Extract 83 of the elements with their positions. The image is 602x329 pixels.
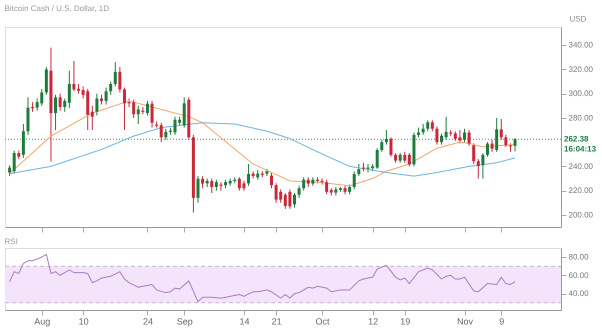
candlestick xyxy=(486,142,489,158)
y-tick-label: 40.00 xyxy=(568,289,590,298)
candlestick xyxy=(352,170,356,190)
candlestick xyxy=(298,185,301,198)
y-tick-label: 320.00 xyxy=(568,64,594,74)
y-tick-label: 220.00 xyxy=(568,186,594,196)
y-tick-label: 240.00 xyxy=(568,162,594,171)
x-tick-label: 14 xyxy=(239,316,250,326)
line-series xyxy=(9,100,516,186)
candlestick xyxy=(422,123,425,136)
candlestick xyxy=(398,152,402,164)
candlestick xyxy=(114,62,117,87)
candlestick xyxy=(68,70,71,109)
candlestick xyxy=(104,87,108,106)
candlestick xyxy=(325,179,328,195)
candlestick xyxy=(36,98,39,112)
candlestick xyxy=(150,100,154,128)
candlestick xyxy=(417,127,420,138)
candlestick xyxy=(306,176,310,188)
candlestick xyxy=(288,188,292,210)
y-tick-label: 80.00 xyxy=(568,252,590,262)
x-tick-label: Aug xyxy=(34,316,50,326)
x-tick-label: 19 xyxy=(400,316,410,326)
x-tick-label: Oct xyxy=(316,316,330,326)
x-tick-label: 21 xyxy=(272,316,282,326)
chart-title: RSI xyxy=(4,237,18,246)
y-axis-title: USD xyxy=(570,14,587,24)
candlestick xyxy=(274,182,278,204)
x-tick-label: 9 xyxy=(499,316,504,326)
candlestick xyxy=(146,100,149,116)
y-tick-label: 60.00 xyxy=(568,270,590,280)
candlestick xyxy=(118,66,122,93)
x-tick-label: 24 xyxy=(142,316,153,326)
candlestick xyxy=(26,96,30,136)
candlestick xyxy=(389,136,392,158)
candlestick xyxy=(214,179,218,192)
x-tick-label: Nov xyxy=(456,316,474,326)
candlestick xyxy=(63,98,66,112)
candlestick xyxy=(408,152,411,167)
candlestick xyxy=(242,180,246,192)
line-series xyxy=(9,254,516,302)
text: 16:04:13 xyxy=(564,144,597,154)
y-tick-label: 300.00 xyxy=(568,89,594,98)
candlestick xyxy=(476,158,480,180)
chart-title: Bitcoin Cash / U.S. Dollar, 1D xyxy=(4,4,110,13)
candlestick xyxy=(100,94,103,106)
candlestick xyxy=(458,130,462,144)
candlestick xyxy=(435,126,438,146)
candlestick xyxy=(430,120,434,132)
candlestick xyxy=(247,163,250,186)
y-tick-label: 340.00 xyxy=(568,40,594,50)
x-tick-label: 10 xyxy=(78,316,89,326)
candlestick xyxy=(40,88,44,106)
candlestick xyxy=(44,66,48,96)
candlestick xyxy=(302,176,306,192)
candlestick xyxy=(256,170,260,180)
candlestick xyxy=(210,178,214,194)
ref-line-label: 262.38 xyxy=(564,134,590,144)
candlestick xyxy=(95,93,98,116)
candlestick xyxy=(136,105,140,124)
candlestick xyxy=(426,120,430,132)
y-tick-label: 280.00 xyxy=(568,113,594,122)
line-series xyxy=(9,122,516,177)
candlestick xyxy=(196,176,200,204)
x-tick-label: Sep xyxy=(176,316,193,326)
candlestick xyxy=(58,93,62,112)
candlestick xyxy=(472,142,476,164)
candlestick xyxy=(490,139,494,152)
candlestick xyxy=(90,105,94,131)
candlestick xyxy=(348,184,352,195)
candlestick xyxy=(394,152,398,164)
candlestick xyxy=(481,152,484,180)
candlestick xyxy=(109,81,112,96)
candlestick xyxy=(504,134,508,148)
candlestick xyxy=(500,118,503,140)
candlestick xyxy=(292,192,296,208)
y-tick-label: 200.00 xyxy=(568,210,594,220)
candlestick xyxy=(468,130,471,146)
candlestick xyxy=(54,94,58,131)
candlestick xyxy=(270,172,274,189)
x-tick-label: 12 xyxy=(368,316,378,326)
candlestick xyxy=(357,163,360,177)
candlestick xyxy=(201,176,204,189)
